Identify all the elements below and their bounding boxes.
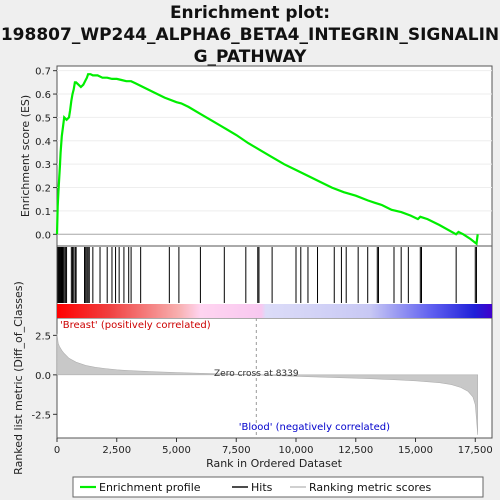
metric-tick-label: 2.5 (35, 331, 51, 342)
es-axis-label: Enrichment score (ES) (19, 95, 32, 217)
legend: Enrichment profile Hits Ranking metric s… (72, 476, 484, 498)
es-tick-label: 0.6 (35, 90, 51, 101)
x-tick-label: 12,500 (338, 445, 373, 456)
chart-title: Enrichment plot: 198807_WP244_ALPHA6_BET… (0, 2, 500, 68)
es-tick-label: 0.4 (35, 137, 51, 148)
metric-y-ticks: 2.5 0.0 -2.5 (31, 331, 57, 421)
title-line-3: G_PATHWAY (193, 47, 307, 67)
title-line-2: 198807_WP244_ALPHA6_BETA4_INTEGRIN_SIGNA… (0, 25, 500, 45)
x-tick-label: 17,500 (458, 445, 493, 456)
es-tick-label: 0.7 (35, 67, 51, 78)
x-tick-label: 15,000 (398, 445, 433, 456)
legend-box (72, 476, 484, 498)
metric-tick-label: -2.5 (31, 410, 51, 421)
zero-cross-label: Zero cross at 8339 (214, 369, 299, 379)
es-tick-label: 0.5 (35, 113, 51, 124)
x-tick-label: 10,000 (279, 445, 314, 456)
ranking-metric-area (56, 333, 479, 435)
es-tick-label: 0.0 (35, 230, 51, 241)
metric-tick-label: 0.0 (35, 371, 51, 382)
pos-label: 'Breast' (positively correlated) (60, 320, 211, 331)
metric-axis-label: Ranked list metric (Diff_of_Classes) (12, 281, 25, 475)
title-line-1: Enrichment plot: (169, 3, 331, 23)
es-tick-label: 0.2 (35, 184, 51, 195)
legend-es-label: Enrichment profile (99, 481, 201, 494)
hits-marks (57, 247, 477, 303)
x-axis-ticks: 0 2,500 5,000 7,500 10,000 12,500 15,000 17,500 (54, 438, 493, 456)
x-tick-label: 0 (54, 445, 60, 456)
x-tick-label: 2,500 (102, 445, 131, 456)
es-y-ticks: 0.0 0.1 0.2 0.3 0.4 0.5 0.6 0.7 (35, 67, 57, 241)
neg-label: 'Blood' (negatively correlated) (239, 422, 390, 433)
x-tick-label: 7,500 (222, 445, 251, 456)
x-axis-label: Rank in Ordered Dataset (206, 457, 343, 470)
x-tick-label: 5,000 (162, 445, 191, 456)
ranked-list-color-bar (57, 304, 492, 318)
legend-hits-label: Hits (251, 481, 273, 494)
enrichment-profile-line (55, 73, 479, 246)
es-panel (56, 65, 493, 247)
es-tick-label: 0.1 (35, 207, 51, 218)
legend-metric-label: Ranking metric scores (309, 481, 431, 494)
es-tick-label: 0.3 (35, 160, 51, 171)
